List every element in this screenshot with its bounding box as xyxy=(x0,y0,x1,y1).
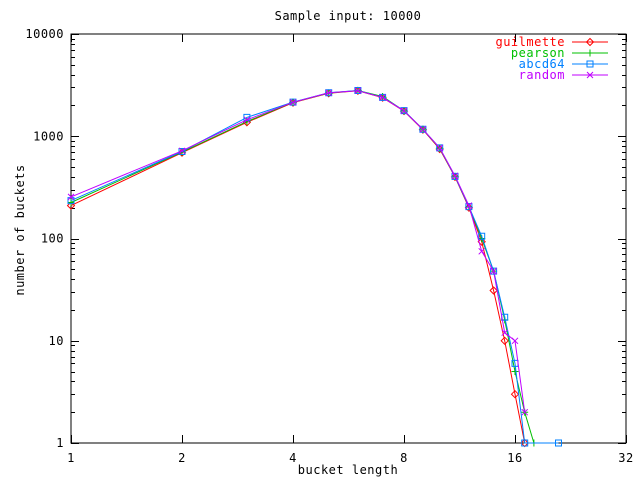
legend-marker-pearson xyxy=(586,49,594,57)
legend-label-pearson: pearson xyxy=(511,46,565,60)
x-tick-label: 16 xyxy=(507,451,522,465)
x-tick-label: 1 xyxy=(67,451,75,465)
y-tick-label: 10 xyxy=(49,334,64,348)
series-markers-guilmette xyxy=(66,86,529,448)
series-line-abcd64 xyxy=(70,89,559,444)
y-tick-label: 100 xyxy=(41,232,64,246)
series-line-pearson xyxy=(70,89,535,444)
y-tick-label: 1 xyxy=(56,436,64,450)
plot-generated-content: 1 2 4 8 16 32 1 10 100 1000 10000 guilmettepearsona… xyxy=(25,27,633,465)
series-line-random xyxy=(70,90,526,413)
y-tick-label: 10000 xyxy=(25,27,64,41)
x-tick-label: 4 xyxy=(289,451,297,465)
legend-label-guilmette: guilmette xyxy=(495,35,565,49)
series-line-guilmette xyxy=(70,90,526,444)
x-tick-label: 8 xyxy=(400,451,408,465)
legend-marker-random xyxy=(586,71,594,79)
series-markers-pearson xyxy=(67,87,538,447)
legend-label-abcd64: abcd64 xyxy=(519,57,565,71)
x-tick-label: 2 xyxy=(178,451,186,465)
legend-marker-abcd64 xyxy=(586,60,594,68)
legend-label-random: random xyxy=(519,68,565,82)
y-axis-label: number of buckets xyxy=(13,164,27,295)
series-markers-random xyxy=(67,87,529,416)
chart-title: Sample input: 10000 xyxy=(275,9,422,23)
legend-marker-guilmette xyxy=(585,37,595,47)
x-tick-label: 32 xyxy=(618,451,633,465)
y-tick-label: 1000 xyxy=(33,129,64,143)
plot-border xyxy=(70,33,627,444)
x-axis-label: bucket length xyxy=(298,463,398,477)
